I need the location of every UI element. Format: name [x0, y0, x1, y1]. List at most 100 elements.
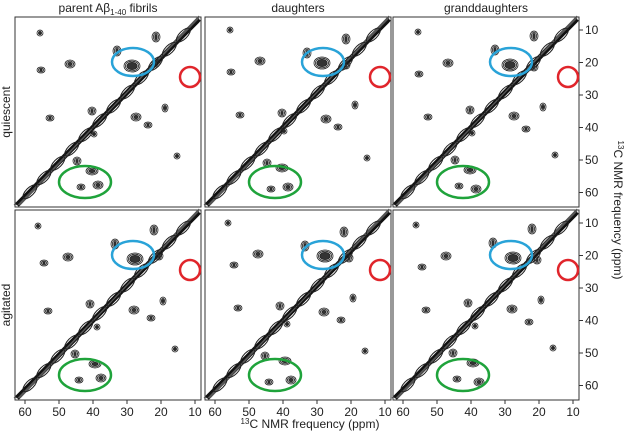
cross-peak: [87, 106, 97, 116]
cross-peak: [508, 305, 517, 313]
text-part: 13: [241, 417, 250, 426]
diagonal-peak: [442, 141, 458, 157]
cross-peak: [529, 30, 539, 42]
cross-peak: [233, 304, 243, 312]
diagonal-peak: [106, 291, 122, 307]
cross-peak: [351, 100, 359, 110]
highlight-green: [247, 164, 303, 200]
cross-peak: [341, 60, 351, 70]
cross-peak: [463, 298, 473, 308]
cross-peak: [285, 321, 290, 327]
cross-peak: [39, 68, 43, 72]
cross-peak: [522, 126, 529, 132]
text-part: 13: [616, 141, 625, 150]
cross-peak: [39, 259, 49, 267]
cross-peak: [45, 114, 55, 122]
cross-peak: [151, 31, 161, 43]
diagonal-contour: [397, 208, 578, 399]
y-tick-label: 20: [585, 249, 599, 263]
diagonal-peak: [553, 27, 569, 43]
diagonal-peak: [120, 84, 135, 100]
diagonal-peak: [296, 98, 312, 114]
highlight-green: [57, 164, 113, 200]
cross-peak: [506, 304, 518, 314]
x-tick-label: 10: [378, 405, 392, 419]
cross-peak: [90, 130, 98, 138]
diagonal-peak: [226, 170, 242, 186]
cross-peak: [151, 58, 161, 68]
cross-peak: [98, 375, 104, 380]
cross-peak: [471, 322, 479, 330]
cross-peak: [364, 155, 369, 161]
cross-peak: [282, 129, 286, 133]
cross-peak: [152, 32, 159, 42]
cross-peak: [130, 112, 142, 122]
diagonal-contour: [209, 15, 390, 206]
cross-peak: [90, 109, 94, 114]
cross-peak: [285, 184, 291, 189]
diagonal-peak: [175, 27, 191, 43]
diagonal-peak: [161, 234, 177, 250]
cross-peak: [473, 377, 485, 387]
highlight-red: [556, 258, 580, 282]
diagonal-peak: [240, 348, 256, 364]
cross-peak: [95, 325, 99, 329]
cross-peak: [266, 185, 276, 193]
diagonal-contour: [19, 208, 200, 399]
cross-peak: [149, 316, 153, 320]
cross-peak: [452, 156, 459, 164]
y-axis-title: 13C NMR frequency (ppm): [611, 141, 625, 280]
cross-peak: [454, 182, 464, 190]
cross-peak: [161, 103, 169, 113]
x-tick-label: 30: [498, 405, 512, 419]
y-tick-label: 60: [585, 186, 599, 200]
cross-peak: [256, 57, 265, 65]
cross-peak: [363, 349, 367, 353]
diagonal-peak: [22, 377, 38, 393]
cross-peak: [225, 220, 230, 226]
cross-peak: [506, 252, 521, 264]
cross-peak: [265, 160, 269, 165]
x-tick-label: 20: [344, 405, 358, 419]
cross-peak: [126, 62, 138, 71]
cross-peak: [365, 156, 369, 160]
cross-peak: [450, 349, 457, 357]
cross-peak: [95, 373, 107, 383]
cross-peak: [510, 112, 519, 120]
cross-peak: [414, 28, 422, 36]
cross-peak: [174, 153, 179, 159]
cross-peak: [268, 186, 275, 192]
cross-peak: [537, 295, 545, 305]
cross-peak: [473, 323, 478, 329]
cross-peak: [417, 263, 427, 271]
x-tick-label: 60: [18, 405, 32, 419]
cross-peak: [552, 152, 557, 158]
cross-peak: [64, 59, 76, 69]
diagonal-peak: [78, 127, 94, 143]
cross-peak: [74, 157, 81, 165]
cross-peak: [73, 351, 77, 356]
cross-peak: [533, 256, 540, 264]
diagonal-peak: [351, 234, 367, 250]
cross-peak: [35, 223, 40, 229]
cross-peak: [417, 72, 421, 76]
y-tick-label: 40: [585, 121, 599, 135]
cross-peak: [363, 154, 371, 162]
cross-peak: [34, 222, 42, 230]
diagonal-peak: [36, 170, 52, 186]
cross-peak: [347, 256, 351, 261]
cross-peak: [162, 104, 167, 112]
cross-peak: [146, 123, 150, 127]
cross-peak: [79, 185, 83, 189]
cross-peak: [344, 253, 354, 263]
cross-peak: [36, 66, 46, 74]
diagonal-peak: [498, 277, 513, 293]
cross-peak: [234, 305, 241, 311]
cross-peak: [160, 297, 165, 305]
diagonal-peak: [226, 363, 242, 379]
cross-peak: [540, 103, 545, 111]
x-tick-label: 40: [86, 405, 100, 419]
column-title: daughters: [271, 1, 324, 15]
diagonal-peak: [400, 184, 416, 200]
cross-peak: [415, 71, 422, 77]
